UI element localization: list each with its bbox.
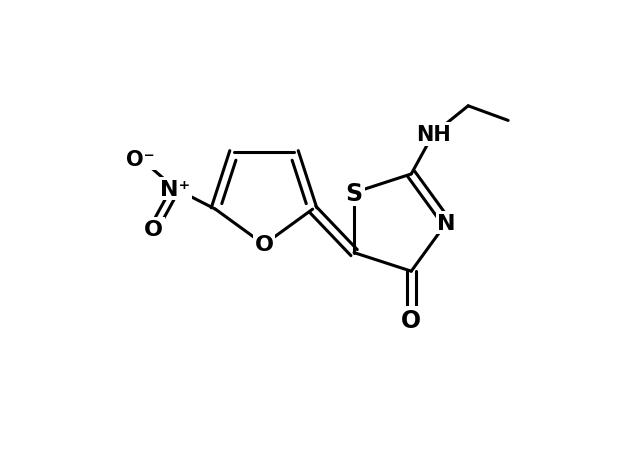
Text: N: N (437, 213, 456, 233)
Text: O: O (144, 219, 163, 239)
Text: O: O (401, 308, 421, 332)
Text: O⁻: O⁻ (126, 149, 155, 169)
Text: NH: NH (416, 125, 451, 145)
Text: O: O (255, 235, 273, 255)
Text: S: S (346, 181, 363, 205)
Text: N⁺: N⁺ (161, 179, 191, 199)
